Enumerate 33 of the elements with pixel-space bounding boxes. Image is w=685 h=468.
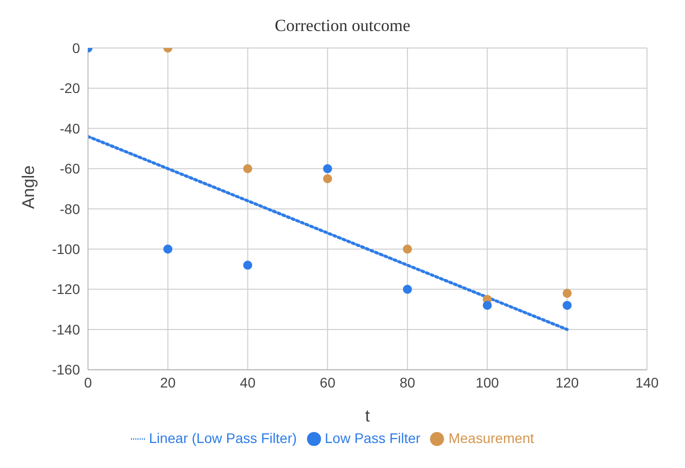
y-tick-label: -100 (52, 241, 80, 258)
x-tick-label: 120 (555, 374, 580, 391)
x-tick-label: 0 (84, 374, 92, 391)
point (243, 164, 252, 174)
y-tick-label: -160 (52, 362, 80, 378)
point (562, 300, 572, 310)
legend-label: Measurement (448, 430, 534, 446)
point (323, 164, 332, 174)
y-tick-label: -40 (60, 120, 80, 136)
y-axis-title: Angle (19, 165, 38, 209)
point (562, 288, 572, 298)
y-tick-label: -120 (52, 281, 80, 298)
point (163, 244, 172, 254)
point (402, 284, 412, 294)
y-tick-label: -20 (60, 80, 80, 96)
x-tick-label: 140 (635, 374, 659, 391)
y-tick-label: -60 (60, 160, 80, 177)
x-axis-title: t (365, 406, 370, 426)
x-tick-label: 100 (476, 374, 500, 391)
point (482, 300, 492, 310)
x-tick-label: 40 (240, 374, 256, 391)
y-tick-label: -140 (52, 321, 80, 338)
legend-label: Low Pass Filter (324, 430, 420, 446)
chart-title: Correction outcome (274, 15, 412, 36)
legend-label: Linear (Low Pass Filter) (148, 430, 297, 446)
point (402, 244, 412, 254)
point (243, 260, 252, 270)
y-tick-label: 0 (72, 40, 80, 56)
x-tick-label: 80 (400, 374, 416, 391)
point (323, 174, 332, 184)
x-tick-label: 20 (160, 374, 176, 391)
y-tick-label: -80 (60, 200, 80, 217)
x-tick-label: 60 (320, 374, 336, 391)
